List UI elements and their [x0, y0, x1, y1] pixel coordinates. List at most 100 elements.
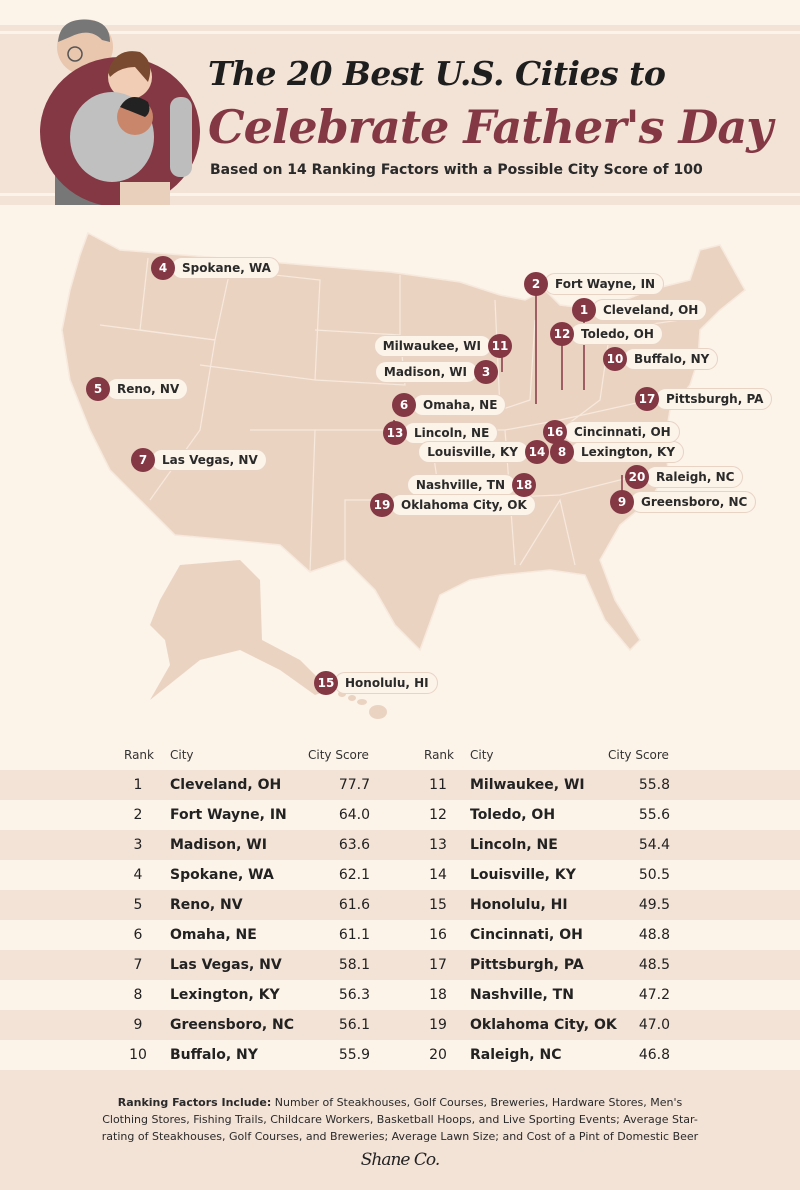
map-pin: 19 Oklahoma City, OK: [370, 493, 536, 517]
ranking-factors: Ranking Factors Include: Number of Steak…: [95, 1094, 705, 1145]
header-score: City Score: [308, 748, 369, 762]
rank-cell: 11: [429, 777, 447, 793]
pin-city-label: Spokane, WA: [171, 257, 280, 279]
city-cell: Cleveland, OH: [170, 777, 282, 793]
city-cell: Cincinnati, OH: [470, 927, 583, 943]
city-cell: Toledo, OH: [470, 807, 556, 823]
score-cell: 48.8: [638, 927, 670, 943]
rank-cell: 5: [133, 897, 143, 913]
title-line-1: The 20 Best U.S. Cities to: [208, 54, 666, 93]
pin-rank: 20: [625, 465, 649, 489]
pin-city-label: Lexington, KY: [570, 441, 685, 463]
pin-city-label: Milwaukee, WI: [373, 335, 492, 357]
map-pin: 1 Cleveland, OH: [572, 298, 708, 322]
us-map: 1 Cleveland, OH 2 Fort Wayne, IN 3 Madison, W…: [0, 215, 800, 735]
map-pin: 10 Buffalo, NY: [603, 347, 719, 371]
city-cell: Reno, NV: [170, 897, 243, 913]
map-pin: 3 Madison, WI: [374, 360, 498, 384]
rank-cell: 18: [429, 987, 447, 1003]
pin-rank: 7: [131, 448, 155, 472]
rank-cell: 14: [429, 867, 447, 883]
score-cell: 55.6: [638, 807, 670, 823]
table-row: 8 Lexington, KY 56.3 18 Nashville, TN 47.2: [0, 980, 800, 1010]
score-cell: 54.4: [638, 837, 670, 853]
map-pin: 14 Louisville, KY: [418, 440, 549, 464]
pin-rank: 5: [86, 377, 110, 401]
pin-city-label: Madison, WI: [374, 361, 478, 383]
pin-city-label: Raleigh, NC: [645, 466, 744, 488]
factors-label: Ranking Factors Include:: [117, 1096, 272, 1109]
title-line-2: Celebrate Father's Day: [208, 100, 773, 154]
pin-rank: 13: [383, 421, 407, 445]
pin-rank: 8: [550, 440, 574, 464]
table-row: 7 Las Vegas, NV 58.1 17 Pittsburgh, PA 48.5: [0, 950, 800, 980]
shane-co-logo: Shane Co.: [360, 1150, 441, 1170]
city-cell: Spokane, WA: [170, 867, 274, 883]
table-row: 3 Madison, WI 63.6 13 Lincoln, NE 54.4: [0, 830, 800, 860]
table-row: 1 Cleveland, OH 77.7 11 Milwaukee, WI 55.8: [0, 770, 800, 800]
pin-city-label: Omaha, NE: [412, 394, 507, 416]
rank-cell: 17: [429, 957, 447, 973]
score-cell: 64.0: [338, 807, 370, 823]
pin-rank: 1: [572, 298, 596, 322]
pin-city-label: Nashville, TN: [406, 474, 516, 496]
table-row: 5 Reno, NV 61.6 15 Honolulu, HI 49.5: [0, 890, 800, 920]
score-cell: 50.5: [638, 867, 670, 883]
score-cell: 55.8: [638, 777, 670, 793]
rank-cell: 16: [429, 927, 447, 943]
score-cell: 49.5: [638, 897, 670, 913]
subtitle: Based on 14 Ranking Factors with a Possi…: [210, 162, 703, 178]
pin-city-label: Louisville, KY: [418, 441, 529, 463]
pin-city-label: Greensboro, NC: [630, 491, 757, 513]
table-row: 2 Fort Wayne, IN 64.0 12 Toledo, OH 55.6: [0, 800, 800, 830]
pin-rank: 19: [370, 493, 394, 517]
header-score: City Score: [608, 748, 669, 762]
city-cell: Greensboro, NC: [170, 1017, 295, 1033]
city-cell: Fort Wayne, IN: [170, 807, 287, 823]
map-pin: 16 Cincinnati, OH: [543, 420, 680, 444]
city-cell: Pittsburgh, PA: [470, 957, 584, 973]
score-cell: 47.0: [638, 1017, 670, 1033]
pin-rank: 4: [151, 256, 175, 280]
pin-city-label: Las Vegas, NV: [151, 449, 267, 471]
city-cell: Lexington, KY: [170, 987, 280, 1003]
city-cell: Madison, WI: [170, 837, 267, 853]
city-cell: Louisville, KY: [470, 867, 576, 883]
pin-rank: 14: [525, 440, 549, 464]
rank-cell: 13: [429, 837, 447, 853]
rank-cell: 19: [429, 1017, 447, 1033]
map-pin: 7 Las Vegas, NV: [131, 448, 267, 472]
rank-cell: 9: [133, 1017, 143, 1033]
table-row: 6 Omaha, NE 61.1 16 Cincinnati, OH 48.8: [0, 920, 800, 950]
rank-cell: 20: [429, 1047, 447, 1063]
score-cell: 55.9: [338, 1047, 370, 1063]
rank-cell: 8: [133, 987, 143, 1003]
rank-cell: 3: [133, 837, 143, 853]
city-cell: Buffalo, NY: [170, 1047, 258, 1063]
rank-cell: 6: [133, 927, 143, 943]
city-cell: Nashville, TN: [470, 987, 574, 1003]
rank-cell: 15: [429, 897, 447, 913]
pin-city-label: Honolulu, HI: [334, 672, 438, 694]
score-cell: 47.2: [638, 987, 670, 1003]
pin-rank: 10: [603, 347, 627, 371]
rank-cell: 4: [133, 867, 143, 883]
rank-cell: 12: [429, 807, 447, 823]
map-pin: 6 Omaha, NE: [392, 393, 507, 417]
table-row: 10 Buffalo, NY 55.9 20 Raleigh, NC 46.8: [0, 1040, 800, 1070]
pin-city-label: Cincinnati, OH: [563, 421, 680, 443]
pin-city-label: Pittsburgh, PA: [655, 388, 773, 410]
pin-rank: 18: [512, 473, 536, 497]
score-cell: 77.7: [338, 777, 370, 793]
table-row: 9 Greensboro, NC 56.1 19 Oklahoma City, OK 47…: [0, 1010, 800, 1040]
score-cell: 61.1: [338, 927, 370, 943]
header-rank: Rank: [424, 748, 454, 762]
city-cell: Raleigh, NC: [470, 1047, 562, 1063]
city-cell: Milwaukee, WI: [470, 777, 585, 793]
city-cell: Lincoln, NE: [470, 837, 558, 853]
pin-city-label: Oklahoma City, OK: [390, 494, 536, 516]
map-pin: 20 Raleigh, NC: [625, 465, 744, 489]
factors-text: Number of Steakhouses, Golf Courses, Bre…: [101, 1096, 699, 1143]
header-city: City: [170, 748, 194, 762]
rank-cell: 7: [133, 957, 143, 973]
